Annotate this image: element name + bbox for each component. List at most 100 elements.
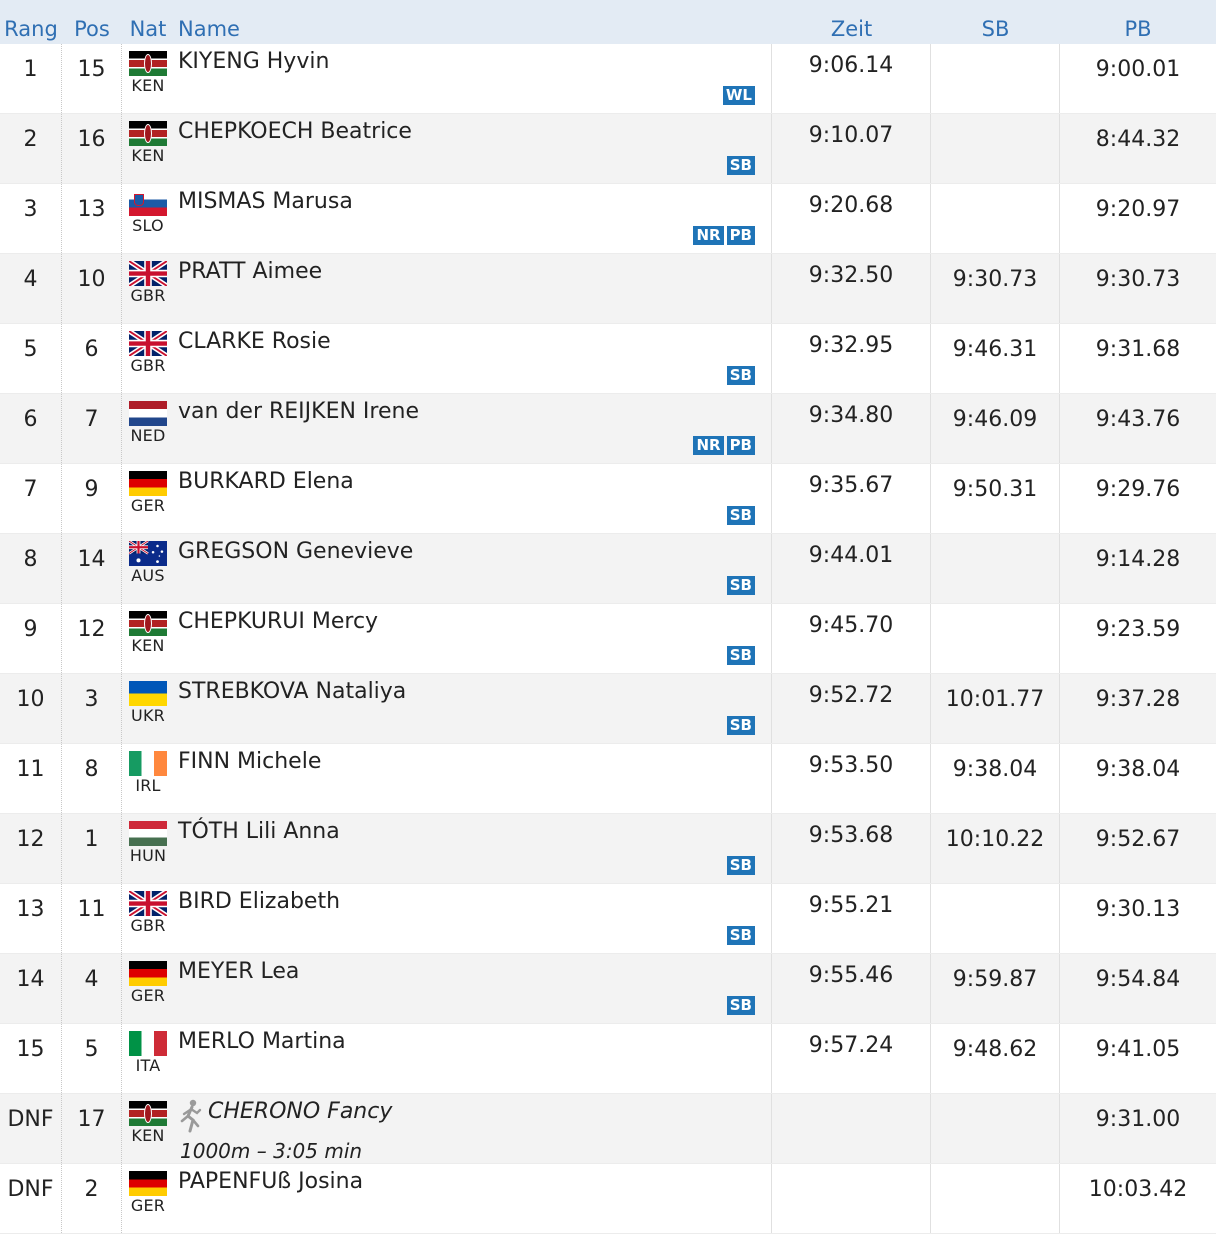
- nation-code: IRL: [135, 776, 161, 795]
- season-best-cell: 9:30.73: [931, 254, 1060, 323]
- record-badge: SB: [726, 646, 755, 665]
- time-cell: 9:44.01: [772, 534, 931, 603]
- rank-cell: 14: [0, 954, 62, 1023]
- season-best-cell: [931, 534, 1060, 603]
- position-cell: 15: [62, 44, 122, 113]
- position-cell: 11: [62, 884, 122, 953]
- nation-cell: AUS: [122, 534, 174, 603]
- athlete-name[interactable]: MEYER Lea: [178, 959, 300, 984]
- nation-code: HUN: [129, 846, 167, 865]
- nation-code: GBR: [130, 356, 166, 375]
- nation-cell: IRL: [122, 744, 174, 813]
- rank-cell: 4: [0, 254, 62, 323]
- athlete-name[interactable]: CHEPKOECH Beatrice: [178, 119, 412, 144]
- flag-ken-icon: [129, 121, 167, 146]
- name-cell: STREBKOVA Nataliya SB: [174, 674, 772, 743]
- athlete-name[interactable]: PAPENFUß Josina: [178, 1169, 364, 1194]
- table-row: 6 7 NED van der REIJKEN Irene NR PB 9:34.80 9:4…: [0, 394, 1216, 464]
- header-rang[interactable]: Rang: [4, 17, 58, 41]
- season-best-cell: [931, 1164, 1060, 1233]
- season-best-cell: [931, 884, 1060, 953]
- badge-group: SB: [726, 996, 755, 1015]
- header-sb[interactable]: SB: [981, 17, 1010, 41]
- flag-gbr-icon: [129, 331, 167, 356]
- badge-group: SB: [726, 506, 755, 525]
- rank-cell: 3: [0, 184, 62, 253]
- athlete-name[interactable]: MISMAS Marusa: [178, 189, 353, 214]
- header-pos[interactable]: Pos: [74, 17, 110, 41]
- nation-code: NED: [130, 426, 166, 445]
- rank-cell: 15: [0, 1024, 62, 1093]
- personal-best-cell: 9:20.97: [1095, 197, 1181, 222]
- time-cell: 9:34.80: [772, 394, 931, 463]
- header-name[interactable]: Name: [178, 17, 240, 41]
- name-cell: van der REIJKEN Irene NR PB: [174, 394, 772, 463]
- time-cell: 9:57.24: [772, 1024, 931, 1093]
- athlete-name[interactable]: MERLO Martina: [178, 1029, 346, 1054]
- position-cell: 2: [62, 1164, 122, 1233]
- nation-code: KEN: [131, 146, 165, 165]
- athlete-name[interactable]: CHEPKURUI Mercy: [178, 609, 379, 634]
- time-cell: [772, 1094, 931, 1163]
- personal-best-cell: 9:30.13: [1095, 897, 1181, 922]
- athlete-name[interactable]: CHERONO Fancy: [208, 1099, 393, 1124]
- nation-cell: KEN: [122, 44, 174, 113]
- position-cell: 6: [62, 324, 122, 393]
- time-cell: 9:53.50: [772, 744, 931, 813]
- table-body: 1 15 KEN KIYENG Hyvin WL 9:06.14 9:00.01 2 16 KEN…: [0, 44, 1216, 1234]
- nation-code: GER: [130, 986, 166, 1005]
- position-cell: 9: [62, 464, 122, 533]
- badge-group: SB: [726, 856, 755, 875]
- nation-cell: GBR: [122, 324, 174, 393]
- name-cell: TÓTH Lili Anna SB: [174, 814, 772, 883]
- athlete-name[interactable]: PRATT Aimee: [178, 259, 323, 284]
- record-badge: NR: [693, 226, 724, 245]
- season-best-cell: 9:46.31: [931, 324, 1060, 393]
- name-cell: CHEPKOECH Beatrice SB: [174, 114, 772, 183]
- athlete-name[interactable]: KIYENG Hyvin: [178, 49, 330, 74]
- badge-group: SB: [726, 646, 755, 665]
- nation-cell: ITA: [122, 1024, 174, 1093]
- name-cell: FINN Michele: [174, 744, 772, 813]
- nation-cell: HUN: [122, 814, 174, 883]
- season-best-cell: [931, 114, 1060, 183]
- athlete-name[interactable]: STREBKOVA Nataliya: [178, 679, 407, 704]
- table-row: 11 8 IRL FINN Michele 9:53.50 9:38.04 9:38.04: [0, 744, 1216, 814]
- name-cell: CLARKE Rosie SB: [174, 324, 772, 393]
- record-badge: SB: [726, 716, 755, 735]
- personal-best-cell: 9:38.04: [1095, 757, 1181, 782]
- athlete-name[interactable]: GREGSON Genevieve: [178, 539, 414, 564]
- season-best-cell: 10:10.22: [931, 814, 1060, 883]
- position-cell: 13: [62, 184, 122, 253]
- table-row: 12 1 HUN TÓTH Lili Anna SB 9:53.68 10:10.22 9:5…: [0, 814, 1216, 884]
- name-cell: MERLO Martina: [174, 1024, 772, 1093]
- athlete-name[interactable]: van der REIJKEN Irene: [178, 399, 419, 424]
- rank-cell: 13: [0, 884, 62, 953]
- name-cell: CHEPKURUI Mercy SB: [174, 604, 772, 673]
- name-cell: GREGSON Genevieve SB: [174, 534, 772, 603]
- athlete-name[interactable]: BIRD Elizabeth: [178, 889, 341, 914]
- nation-code: KEN: [131, 1126, 165, 1145]
- nation-code: GBR: [130, 286, 166, 305]
- athlete-name[interactable]: FINN Michele: [178, 749, 322, 774]
- name-cell: PAPENFUß Josina: [174, 1164, 772, 1233]
- athlete-name[interactable]: TÓTH Lili Anna: [178, 819, 340, 844]
- name-cell: CHERONO Fancy 1000m – 3:05 min: [174, 1094, 772, 1163]
- flag-ukr-icon: [129, 681, 167, 706]
- name-cell: BIRD Elizabeth SB: [174, 884, 772, 953]
- athlete-name[interactable]: BURKARD Elena: [178, 469, 354, 494]
- header-pb[interactable]: PB: [1124, 17, 1152, 41]
- position-cell: 4: [62, 954, 122, 1023]
- personal-best-cell: 9:31.68: [1095, 337, 1181, 362]
- table-row: 10 3 UKR STREBKOVA Nataliya SB 9:52.72 10:01.7…: [0, 674, 1216, 744]
- header-zeit[interactable]: Zeit: [830, 17, 873, 41]
- rank-cell: DNF: [0, 1164, 62, 1233]
- record-badge: PB: [726, 226, 755, 245]
- season-best-cell: 9:46.09: [931, 394, 1060, 463]
- header-nat[interactable]: Nat: [129, 17, 167, 41]
- rank-cell: 1: [0, 44, 62, 113]
- position-cell: 10: [62, 254, 122, 323]
- athlete-name[interactable]: CLARKE Rosie: [178, 329, 331, 354]
- nation-cell: SLO: [122, 184, 174, 253]
